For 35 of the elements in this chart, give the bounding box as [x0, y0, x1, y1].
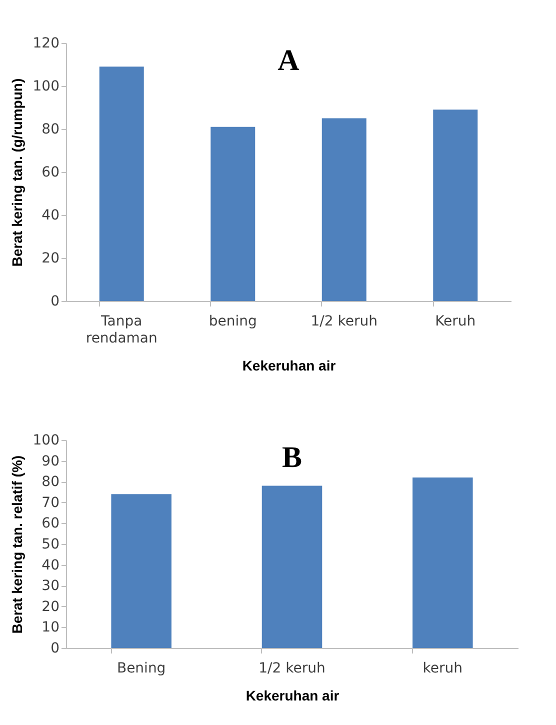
x-tick-label: Keruh [435, 314, 476, 330]
chart-title: A [278, 44, 300, 77]
y-tick-label: 60 [42, 516, 60, 532]
x-tick-label: Tanpa rendaman [86, 314, 158, 346]
x-tick-label: keruh [422, 660, 463, 676]
y-tick-label: 90 [42, 453, 60, 470]
bar [322, 118, 366, 301]
y-tick-label: 60 [42, 164, 60, 180]
bar [433, 110, 478, 301]
x-axis-title: Kekeruhan air [246, 688, 340, 704]
y-tick-label: 70 [42, 494, 60, 511]
x-tick-label: Bening [116, 660, 166, 676]
x-axis-title: Kekeruhan air [242, 358, 336, 374]
bar [210, 126, 256, 301]
y-tick-label: 50 [42, 536, 60, 552]
x-tick-label: 1/2 keruh [310, 314, 378, 330]
y-tick-label: 10 [42, 620, 60, 636]
y-tick-label: 100 [32, 78, 60, 94]
chart-title: B [282, 441, 302, 474]
y-tick-label: 20 [42, 250, 60, 266]
y-tick-label: 80 [42, 122, 60, 138]
y-axis-title: Berat kering tan. relatif (%) [8, 455, 25, 634]
x-tick-label: 1/2 keruh [258, 660, 326, 676]
y-tick-label: 0 [50, 640, 60, 656]
x-tick-label: bening [208, 314, 257, 330]
y-tick-label: 20 [42, 598, 60, 615]
y-tick-label: 40 [42, 208, 60, 224]
y-tick-label: 120 [32, 36, 60, 52]
y-tick-label: 40 [42, 557, 60, 574]
y-axis-title: Berat kering tan. (g/rumpun) [8, 78, 25, 267]
y-tick-label: 30 [42, 578, 60, 594]
y-tick-label: 80 [42, 474, 60, 490]
bar [99, 66, 144, 301]
y-tick-label: 100 [32, 432, 60, 448]
y-tick-label: 0 [50, 294, 60, 310]
